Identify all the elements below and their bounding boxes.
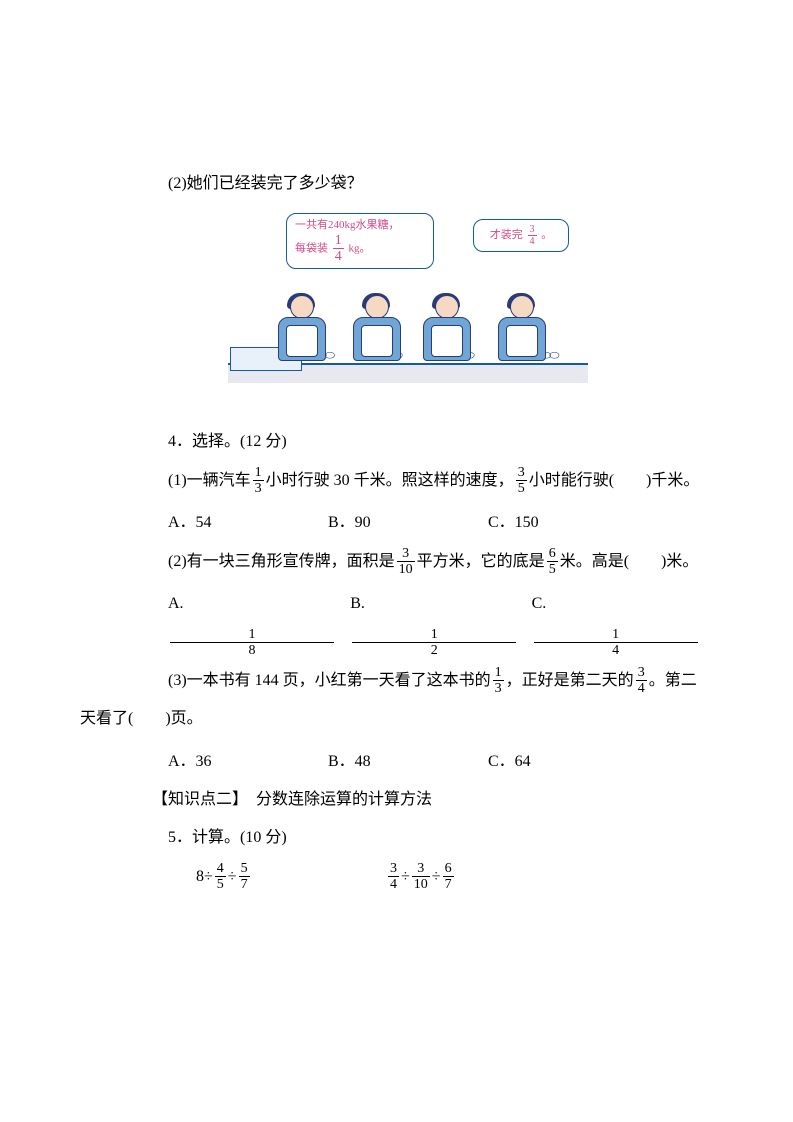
q5-expr1: 8÷ 4 5 ÷ 5 7: [196, 858, 386, 896]
q4-sub1: (1)一辆汽车 1 3 小时行驶 30 千米。照这样的速度， 3 5 小时能行驶…: [168, 462, 713, 500]
q4-sub2-frac2: 6 5: [547, 546, 558, 578]
workers-illustration: 一共有240kg水果糖， 每袋装 1 4 kg。 才装完 3 4 。 ⬭⬭⬭⬭: [238, 213, 578, 383]
q4-sub1-mid: 小时行驶 30 千米。照这样的速度，: [266, 462, 514, 500]
q4-sub2-optC-frac: 1 4: [534, 627, 698, 659]
q4-sub2-mid: 平方米，它的底是: [417, 543, 545, 581]
q4-sub2-pre: (2)有一块三角形宣传牌，面积是: [168, 543, 395, 581]
q4-sub3-frac2: 3 4: [636, 665, 647, 697]
knowledge-point-2: 【知识点二】 分数连除运算的计算方法: [152, 781, 713, 819]
q4-sub1-optB: B．90: [328, 504, 488, 542]
bubble-left-line1: 一共有240kg水果糖，: [295, 219, 400, 231]
q4-sub3-optB: B．48: [328, 743, 488, 781]
bubble-right-prefix: 才装完: [490, 229, 523, 241]
bubble-left-frac: 1 4: [333, 233, 344, 265]
q4-sub2: (2)有一块三角形宣传牌，面积是 3 10 平方米，它的底是 6 5 米。高是(…: [168, 543, 713, 581]
q4-sub2-optB-frac: 1 2: [352, 627, 516, 659]
worker-2: [353, 295, 399, 365]
q4-sub2-optC: C. 1 4: [532, 585, 713, 662]
q4-sub3-line2: 天看了( )页。: [80, 700, 713, 738]
q4-heading: 4．选择。(12 分): [168, 423, 713, 461]
q4-sub3-optA: A．36: [168, 743, 328, 781]
q4-sub1-options: A．54 B．90 C．150: [168, 504, 713, 542]
q4-sub1-pre: (1)一辆汽车: [168, 462, 251, 500]
q4-sub1-frac1: 1 3: [253, 465, 264, 497]
speech-bubble-right: 才装完 3 4 。: [473, 219, 569, 252]
q5-expr2-fracC: 6 7: [443, 861, 454, 893]
speech-bubble-left: 一共有240kg水果糖， 每袋装 1 4 kg。: [286, 213, 434, 269]
q4-sub3-pre: (3)一本书有 144 页，小红第一天看了这本书的: [168, 662, 491, 700]
q5-expr2: 3 4 ÷ 3 10 ÷ 6 7: [386, 858, 576, 896]
q5-heading: 5．计算。(10 分): [168, 819, 713, 857]
q4-sub1-optC: C．150: [488, 504, 648, 542]
bubble-left-line2-tail: kg。: [349, 242, 371, 254]
q3-sub2-text: (2)她们已经装完了多少袋？: [168, 165, 713, 203]
q4-sub3-frac1: 1 3: [493, 665, 504, 697]
q5-expr2-fracB: 3 10: [412, 861, 430, 893]
q4-sub2-options: A. 1 8 B. 1 2 C. 1 4: [168, 585, 713, 662]
q4-sub1-frac2: 3 5: [516, 465, 527, 497]
page-content: (2)她们已经装完了多少袋？ 一共有240kg水果糖， 每袋装 1 4 kg。 …: [0, 0, 793, 976]
worker-1: [278, 295, 324, 365]
q5-expr2-fracA: 3 4: [388, 861, 399, 893]
worker-4: [498, 295, 544, 365]
q4-sub1-tail: 小时能行驶( )千米。: [529, 462, 700, 500]
bubble-right-frac: 3 4: [528, 224, 537, 247]
q4-sub2-optB: B. 1 2: [350, 585, 531, 662]
q4-sub3-line1: (3)一本书有 144 页，小红第一天看了这本书的 1 3 ，正好是第二天的 3…: [168, 662, 713, 700]
q4-sub3-optC: C．64: [488, 743, 648, 781]
bubble-left-line2: 每袋装: [295, 242, 328, 254]
q4-sub3-mid: ，正好是第二天的: [506, 662, 634, 700]
q4-sub3-tail1: 。第二: [649, 662, 697, 700]
worker-3: [423, 295, 469, 365]
illustration-block: 一共有240kg水果糖， 每袋装 1 4 kg。 才装完 3 4 。 ⬭⬭⬭⬭: [238, 213, 578, 383]
bubble-right-suffix: 。: [541, 229, 552, 241]
q5-expr1-fracA: 4 5: [215, 861, 226, 893]
q4-sub1-optA: A．54: [168, 504, 328, 542]
q4-sub2-frac1: 3 10: [397, 546, 415, 578]
q5-expr1-fracB: 5 7: [239, 861, 250, 893]
q4-sub2-optA-frac: 1 8: [170, 627, 334, 659]
q4-sub2-tail: 米。高是( )米。: [560, 543, 699, 581]
q5-expressions: 8÷ 4 5 ÷ 5 7 3 4 ÷ 3 10 ÷ 6 7: [196, 858, 713, 896]
q4-sub2-optA: A. 1 8: [168, 585, 350, 662]
q4-sub3-options: A．36 B．48 C．64: [168, 743, 713, 781]
